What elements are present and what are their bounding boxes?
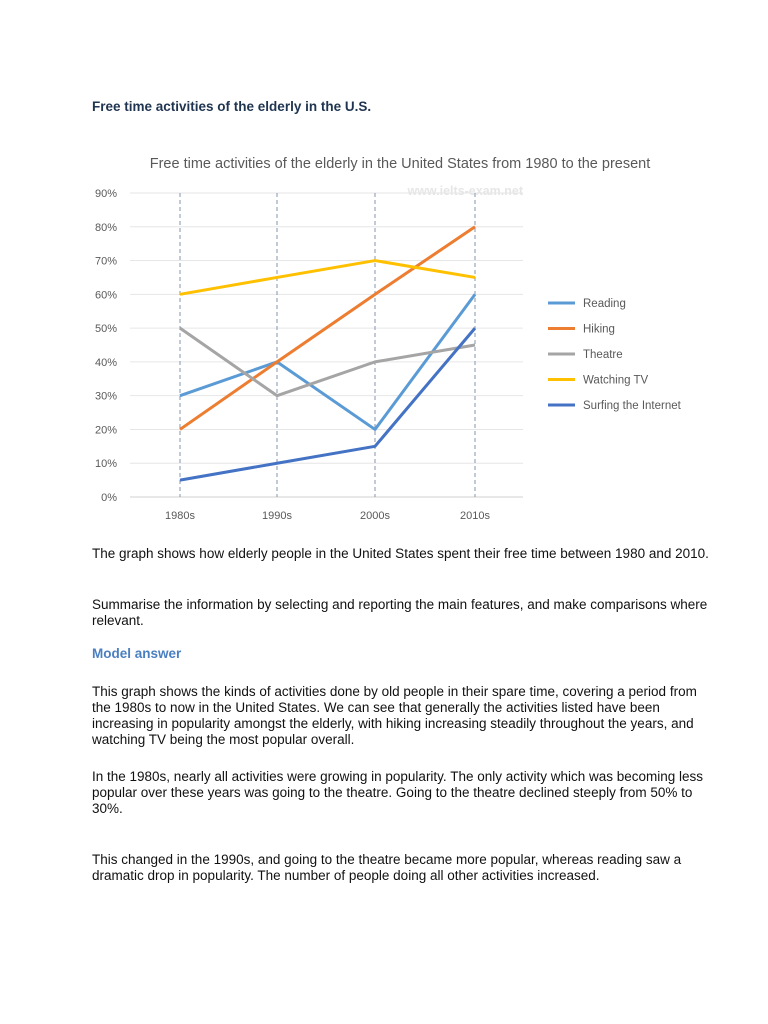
line-chart: Free time activities of the elderly in t… <box>95 156 682 522</box>
y-tick-label: 50% <box>95 323 117 335</box>
chart-title: Free time activities of the elderly in t… <box>150 156 651 172</box>
series-line-watching-tv <box>179 259 476 296</box>
y-tick-label: 30% <box>95 391 117 403</box>
y-tick-label: 90% <box>95 188 117 200</box>
series-line-reading <box>179 293 477 431</box>
page-heading: Free time activities of the elderly in t… <box>92 99 372 114</box>
legend-label: Reading <box>583 298 626 310</box>
x-tick-label: 2000s <box>360 510 390 522</box>
y-tick-label: 80% <box>95 222 117 234</box>
x-tick-label: 1980s <box>165 510 195 522</box>
series-line-theatre <box>179 326 476 398</box>
series-line-hiking <box>179 225 476 431</box>
y-tick-label: 60% <box>95 289 117 301</box>
answer-paragraph-2: In the 1980s, nearly all activities were… <box>92 769 704 816</box>
y-tick-label: 10% <box>95 458 117 470</box>
y-tick-label: 0% <box>101 492 117 504</box>
answer-paragraph-1: This graph shows the kinds of activities… <box>92 684 697 747</box>
legend-label: Watching TV <box>583 375 649 387</box>
legend-label: Theatre <box>583 349 623 361</box>
y-tick-label: 20% <box>95 424 117 436</box>
legend-label: Hiking <box>583 324 615 336</box>
series-line-surfing-the-internet <box>179 327 477 482</box>
task-paragraph-1: The graph shows how elderly people in th… <box>92 546 709 561</box>
watermark: www.ielts-exam.net <box>406 184 523 198</box>
task-paragraph-2: Summarise the information by selecting a… <box>92 597 708 628</box>
x-tick-label: 1990s <box>262 510 292 522</box>
model-answer-heading: Model answer <box>92 646 182 661</box>
legend-label: Surfing the Internet <box>583 400 682 412</box>
x-tick-label: 2010s <box>460 510 490 522</box>
y-tick-label: 70% <box>95 256 117 268</box>
y-tick-label: 40% <box>95 357 117 369</box>
answer-paragraph-3: This changed in the 1990s, and going to … <box>92 852 682 883</box>
